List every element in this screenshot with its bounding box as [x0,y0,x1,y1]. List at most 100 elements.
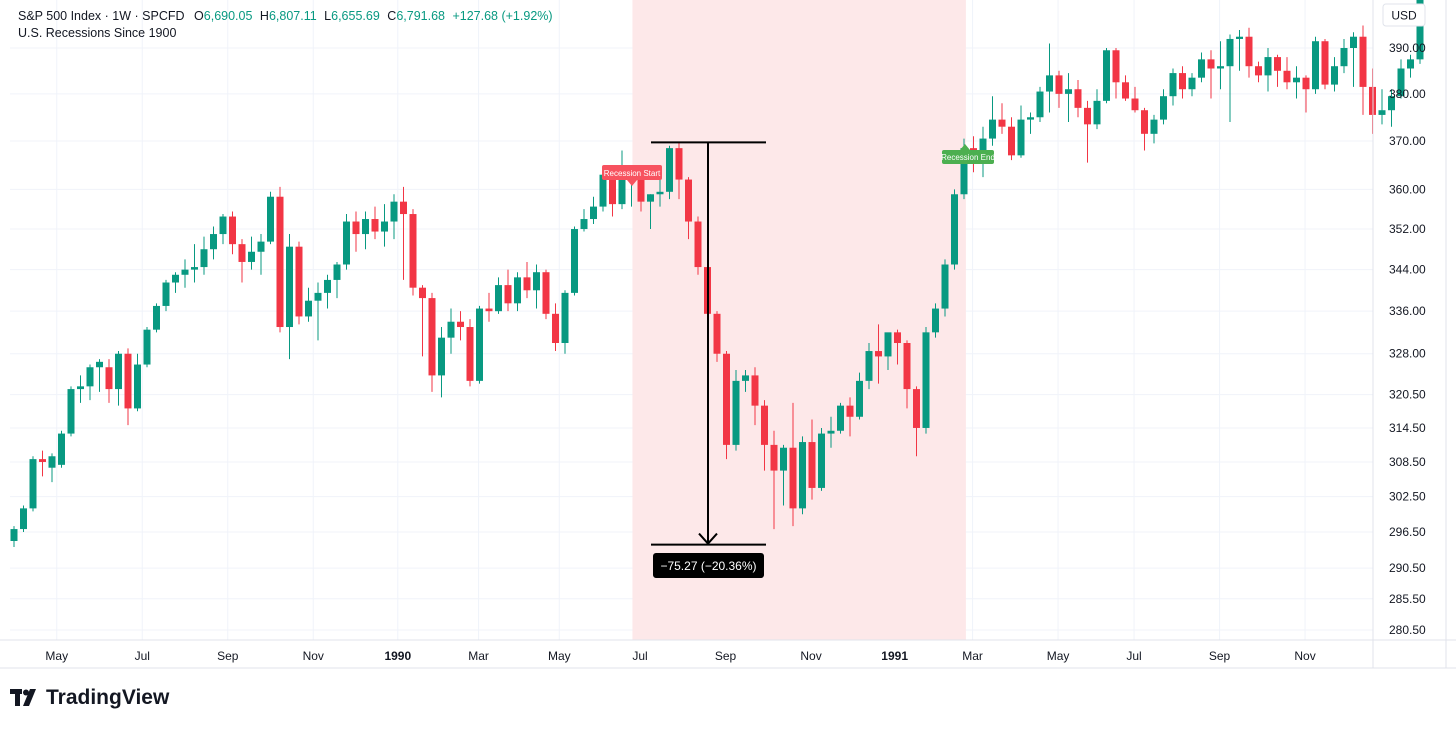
candle-body [666,148,673,192]
candle-body [514,277,521,304]
candle-body [1112,50,1120,83]
candle [39,450,46,477]
currency-label: USD [1391,9,1417,23]
candle [409,209,417,296]
candle-body [295,246,303,317]
candle-body [799,442,806,509]
candle [1274,54,1281,87]
candle-body [153,305,160,330]
candle-body [1274,57,1281,71]
candle-body [998,119,1006,127]
candle [1312,36,1319,94]
candle [267,191,274,245]
candle-body [618,179,626,205]
candle [1331,57,1338,92]
candle [1084,100,1091,163]
candle-body [20,508,27,530]
candle-body [447,321,455,338]
high-value: 6,807.11 [268,9,317,23]
candle-body [675,148,683,180]
candle [115,351,122,406]
candle [580,209,588,232]
candles [10,0,1424,547]
candle [400,186,407,280]
candle [1046,43,1053,113]
candle-body [1245,36,1253,67]
candle [751,367,759,426]
tradingview-logo[interactable]: TradingView [10,686,169,710]
price-range-measure[interactable]: −75.27 (−20.36%) [651,141,766,578]
candle [485,292,493,322]
candle [1131,86,1139,113]
candle-body [134,364,141,409]
time-tick-label: Nov [1294,649,1315,663]
candle [571,226,578,296]
candle [1112,48,1120,99]
candle [666,145,673,200]
candle [875,324,882,384]
measure-arrow-head [698,532,718,546]
candle [86,364,94,401]
price-tick-label: 308.50 [1389,455,1426,469]
candle-body [1179,73,1186,90]
candle [495,277,502,314]
candle [162,279,170,312]
candle [181,259,189,288]
candle [124,348,132,426]
data-source: SPCFD [142,9,185,23]
candle [1103,48,1110,104]
candle-body [181,269,189,275]
candle-body [1331,66,1338,85]
candle [1321,38,1329,90]
close-value: 6,791.68 [396,9,445,23]
candle-body [1055,75,1063,94]
currency-button [1382,3,1426,27]
candle [1169,68,1177,106]
candle-body [495,285,502,312]
candle-body [770,444,778,471]
candle [656,179,664,207]
candle [286,234,293,360]
price-tick-label: 314.50 [1389,421,1426,435]
candle [1264,48,1272,92]
time-tick-label: Sep [1209,649,1231,663]
candle [504,269,512,312]
candle-body [523,277,531,291]
indicator-label[interactable]: U.S. Recessions Since 1900 [18,26,177,40]
candle-body [1198,59,1205,78]
candle-body [1008,126,1015,156]
candle-body [1103,50,1110,101]
candle-body [1340,48,1348,67]
candle-body [894,332,901,344]
time-tick-label: Sep [715,649,737,663]
candle-body [827,430,835,434]
candle-body [58,433,65,465]
time-tick-label: May [45,649,68,663]
candle [447,308,455,354]
candle [590,196,597,225]
candle [808,419,816,500]
price-tick-label: 344.00 [1389,263,1426,277]
candle-body [162,282,170,306]
candle-body [77,386,84,390]
candle-body [276,196,284,328]
candle [1407,54,1414,78]
candle-body [656,191,664,195]
candle-body [504,285,512,304]
candle-body [913,389,920,428]
candle-body [932,308,939,333]
candle [352,211,360,252]
change-value: +127.68 (+1.92%) [452,9,553,23]
tradingview-logo-icon [10,689,36,706]
symbol-name[interactable]: S&P 500 Index [18,9,102,23]
candle [561,290,569,354]
brand-name: TradingView [46,686,170,709]
candle-body [1416,0,1424,60]
axes: USD 390.00 380.00 370.00 360.00 352.00 344.00 3… [0,0,1456,669]
candle-body [989,119,996,139]
candle-body [257,241,265,252]
interval[interactable]: 1W [112,9,132,23]
candle [1188,73,1196,97]
candle-body [732,380,740,445]
